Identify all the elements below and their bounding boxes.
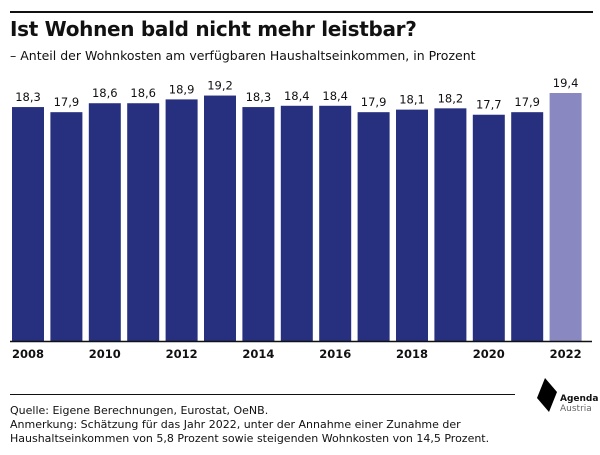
footer-notes: Quelle: Eigene Berechnungen, Eurostat, O… [10, 404, 489, 446]
x-tick-label-2016: 2016 [319, 347, 351, 361]
footer-rule [10, 394, 515, 395]
bar-2012 [165, 99, 198, 341]
value-label-2009: 17,9 [54, 95, 80, 109]
bar-2022 [549, 93, 582, 341]
value-label-2010: 18,6 [92, 86, 118, 100]
bar-2008 [12, 107, 44, 341]
value-label-2015: 18,4 [284, 89, 310, 103]
bar-2017 [357, 112, 390, 341]
bar-2015 [280, 105, 313, 341]
bar-2009 [50, 112, 83, 341]
x-tick-label-2010: 2010 [89, 347, 121, 361]
note-text-1: Anmerkung: Schätzung für das Jahr 2022, … [10, 418, 461, 431]
bar-2010 [88, 103, 121, 341]
bar-chart: 18,3 2008 17,9 18,6 2010 18,6 18,9 2012 19,2 18,3… [10, 76, 592, 361]
bar-2013 [204, 95, 236, 341]
value-label-2018: 18,1 [399, 93, 425, 107]
x-tick-label-2008: 2008 [12, 347, 44, 361]
logo-line-1: Agenda [560, 394, 599, 404]
x-tick-label-2018: 2018 [396, 347, 428, 361]
value-label-2012: 18,9 [169, 82, 195, 96]
chart-title: Ist Wohnen bald nicht mehr leistbar? [10, 17, 417, 41]
value-label-2017: 17,9 [361, 95, 387, 109]
bar-2020 [472, 114, 505, 341]
value-label-2016: 18,4 [322, 89, 348, 103]
value-label-2013: 19,2 [207, 79, 233, 93]
x-tick-label-2012: 2012 [166, 347, 198, 361]
top-rule [10, 11, 593, 13]
agenda-austria-logo-icon [537, 378, 557, 412]
bar-2021 [511, 112, 544, 341]
value-label-2022: 19,4 [553, 76, 579, 90]
bar-2019 [434, 108, 467, 341]
logo-line-2: Austria [560, 404, 592, 414]
value-label-2020: 17,7 [476, 98, 502, 112]
x-tick-label-2022: 2022 [550, 347, 582, 361]
bar-2011 [127, 103, 160, 341]
value-label-2021: 17,9 [514, 95, 540, 109]
value-label-2011: 18,6 [130, 86, 156, 100]
value-label-2008: 18,3 [15, 90, 41, 104]
x-tick-label-2014: 2014 [242, 347, 274, 361]
chart-subtitle: – Anteil der Wohnkosten am verfügbaren H… [10, 48, 476, 63]
source-text: Quelle: Eigene Berechnungen, Eurostat, O… [10, 404, 269, 417]
bar-2018 [396, 109, 428, 341]
logo-text: Agenda Austria [560, 394, 598, 414]
note-text-2: Haushaltseinkommen von 5,8 Prozent sowie… [10, 432, 490, 445]
value-label-2019: 18,2 [438, 91, 464, 105]
bar-2014 [242, 107, 275, 341]
value-label-2014: 18,3 [246, 90, 272, 104]
x-tick-label-2020: 2020 [473, 347, 505, 361]
bar-2016 [319, 105, 352, 341]
